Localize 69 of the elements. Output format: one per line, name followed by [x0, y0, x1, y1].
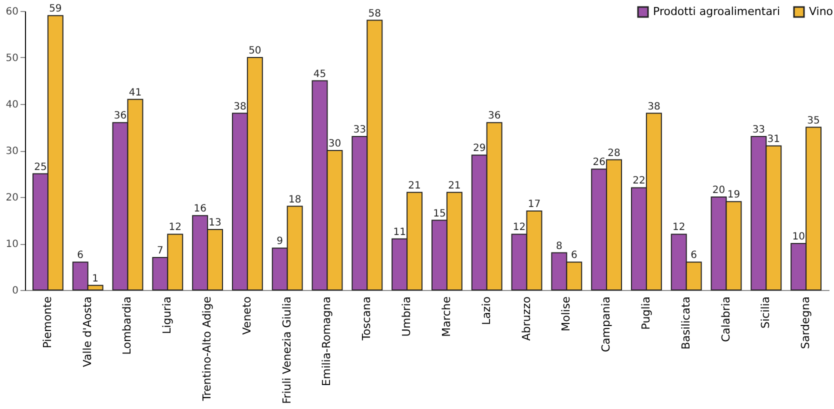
- data-label: 36: [488, 110, 501, 122]
- data-label: 7: [156, 245, 164, 256]
- data-label: 18: [288, 194, 302, 206]
- data-label: 41: [128, 87, 142, 98]
- data-label: 38: [648, 101, 660, 112]
- data-label: 59: [49, 4, 62, 15]
- y-tick-label: 30: [6, 146, 18, 157]
- y-tick-label: 10: [6, 239, 18, 250]
- x-tick-label: Sicilia: [759, 296, 772, 328]
- data-label: 31: [767, 134, 780, 145]
- x-tick-label: Umbria: [400, 296, 414, 337]
- data-label: 13: [208, 218, 222, 229]
- y-tick-label: 40: [6, 100, 18, 110]
- x-tick-label: Sardegna: [799, 296, 812, 349]
- x-tick-label: Toscana: [360, 296, 374, 342]
- data-label: 15: [433, 208, 446, 220]
- x-tick-label: Emilia-Romagna: [320, 296, 334, 386]
- data-label: 20: [712, 185, 726, 196]
- x-tick-label: Veneto: [240, 296, 254, 335]
- y-tick-label: 60: [6, 6, 18, 18]
- data-label: 17: [528, 198, 541, 210]
- data-label: 1: [92, 273, 99, 284]
- data-label: 38: [234, 101, 246, 112]
- x-tick-label: Trentino-Alto Adige: [200, 296, 214, 402]
- data-label: 6: [77, 250, 84, 262]
- data-label: 12: [672, 222, 686, 234]
- data-label: 8: [556, 240, 562, 252]
- data-label: 26: [592, 157, 606, 168]
- x-tick-label: Molise: [560, 296, 573, 332]
- data-label: 21: [408, 180, 421, 192]
- data-label: 30: [328, 138, 342, 150]
- legend-label: Vino: [809, 5, 834, 18]
- data-label: 25: [34, 162, 47, 173]
- x-tick-label: Lazio: [480, 296, 493, 325]
- data-label: 28: [608, 148, 620, 159]
- x-tick-label: Friuli Venezia Giulia: [280, 296, 294, 404]
- legend-label: Prodotti agroalimentari: [653, 5, 780, 18]
- data-label: 10: [792, 232, 805, 242]
- x-tick-label: Marche: [440, 296, 453, 337]
- data-label: 12: [168, 222, 182, 234]
- data-label: 9: [276, 236, 284, 248]
- x-tick-label: Lombardia: [120, 296, 134, 355]
- data-label: 29: [473, 143, 486, 154]
- x-tick-label: Puglia: [639, 296, 652, 330]
- data-label: 21: [448, 180, 461, 192]
- y-tick-label: 0: [12, 286, 18, 296]
- data-label: 11: [393, 226, 406, 238]
- data-label: 12: [512, 222, 526, 234]
- y-tick-label: 20: [6, 192, 18, 204]
- x-tick-label: Basilicata: [679, 296, 692, 350]
- x-tick-label: Campania: [600, 296, 613, 352]
- x-tick-label: Piemonte: [40, 296, 54, 348]
- x-tick-label: Valle d'Aosta: [80, 296, 94, 368]
- data-label: 22: [632, 176, 646, 187]
- data-label: 35: [807, 115, 820, 126]
- x-tick-label: Liguria: [160, 296, 174, 334]
- data-label: 33: [752, 124, 766, 136]
- data-label: 45: [313, 68, 326, 80]
- data-label: 58: [368, 8, 381, 20]
- data-label: 19: [727, 190, 740, 201]
- x-tick-label: Calabria: [719, 296, 732, 342]
- data-label: 36: [114, 110, 127, 122]
- data-label: 6: [570, 250, 578, 262]
- x-tick-label: Abruzzo: [520, 296, 533, 341]
- data-label: 50: [248, 46, 262, 56]
- data-label: 6: [690, 250, 698, 262]
- data-label: 16: [194, 204, 206, 215]
- y-tick-label: 50: [6, 53, 18, 64]
- data-label: 33: [353, 124, 366, 136]
